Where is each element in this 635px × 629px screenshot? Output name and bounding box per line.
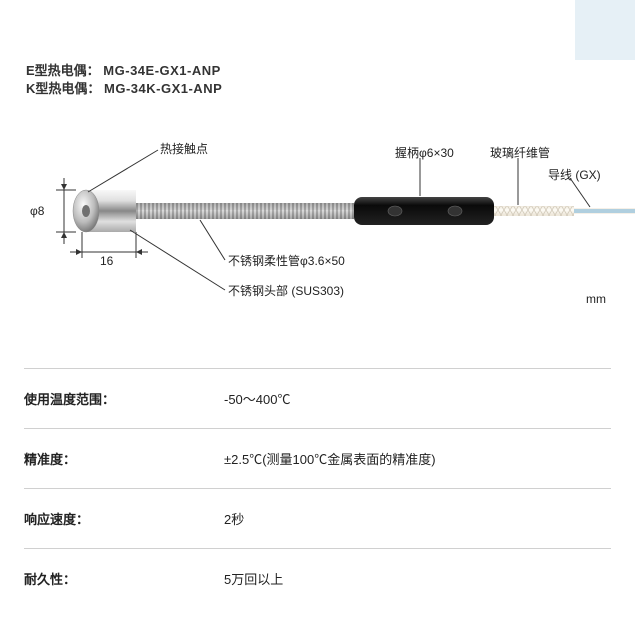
spec-row: 响应速度： 2秒 bbox=[24, 488, 611, 548]
probe-flex-tube bbox=[136, 203, 354, 219]
spec-value: 2秒 bbox=[224, 509, 611, 528]
product-model-block: E型热电偶： MG-34E-GX1-ANP K型热电偶： MG-34K-GX1-… bbox=[26, 62, 222, 98]
probe-diagram: 热接触点 握柄φ6×30 玻璃纤维管 导线 (GX) 不锈钢柔性管φ3.6×50… bbox=[0, 130, 635, 330]
probe-handle bbox=[354, 197, 494, 225]
spec-label: 使用温度范围： bbox=[24, 389, 224, 408]
model-e-line: E型热电偶： MG-34E-GX1-ANP bbox=[26, 62, 222, 80]
spec-value: ±2.5℃(测量100℃金属表面的精准度) bbox=[224, 449, 611, 468]
spec-label: 响应速度： bbox=[24, 509, 224, 528]
label-flex-tube: 不锈钢柔性管φ3.6×50 bbox=[228, 252, 345, 269]
top-accent-block bbox=[575, 0, 635, 60]
dim-length: 16 bbox=[100, 254, 113, 268]
dim-diameter: φ8 bbox=[30, 204, 44, 218]
model-k-label: K型热电偶： bbox=[26, 81, 100, 96]
label-head: 不锈钢头部 (SUS303) bbox=[228, 282, 344, 299]
spec-row: 精准度： ±2.5℃(测量100℃金属表面的精准度) bbox=[24, 428, 611, 488]
spec-label: 精准度： bbox=[24, 449, 224, 468]
spec-value: -50～400℃ bbox=[224, 389, 611, 408]
model-e-label: E型热电偶： bbox=[26, 63, 100, 78]
probe-wire bbox=[574, 208, 635, 214]
spec-row: 耐久性： 5万回以上 bbox=[24, 548, 611, 608]
spec-value: 5万回以上 bbox=[224, 569, 611, 588]
model-k-line: K型热电偶： MG-34K-GX1-ANP bbox=[26, 80, 222, 98]
unit-mm: mm bbox=[586, 292, 606, 306]
label-wire: 导线 (GX) bbox=[548, 166, 601, 183]
model-e-code: MG-34E-GX1-ANP bbox=[103, 63, 221, 78]
label-hot-junction: 热接触点 bbox=[160, 140, 208, 157]
spec-label: 耐久性： bbox=[24, 569, 224, 588]
spec-table: 使用温度范围： -50～400℃ 精准度： ±2.5℃(测量100℃金属表面的精… bbox=[24, 368, 611, 608]
label-handle: 握柄φ6×30 bbox=[395, 144, 454, 161]
probe-fiber-tube bbox=[494, 206, 574, 216]
model-k-code: MG-34K-GX1-ANP bbox=[104, 81, 222, 96]
spec-row: 使用温度范围： -50～400℃ bbox=[24, 368, 611, 428]
label-fiber-tube: 玻璃纤维管 bbox=[490, 144, 550, 161]
probe-head-hole bbox=[82, 205, 90, 217]
